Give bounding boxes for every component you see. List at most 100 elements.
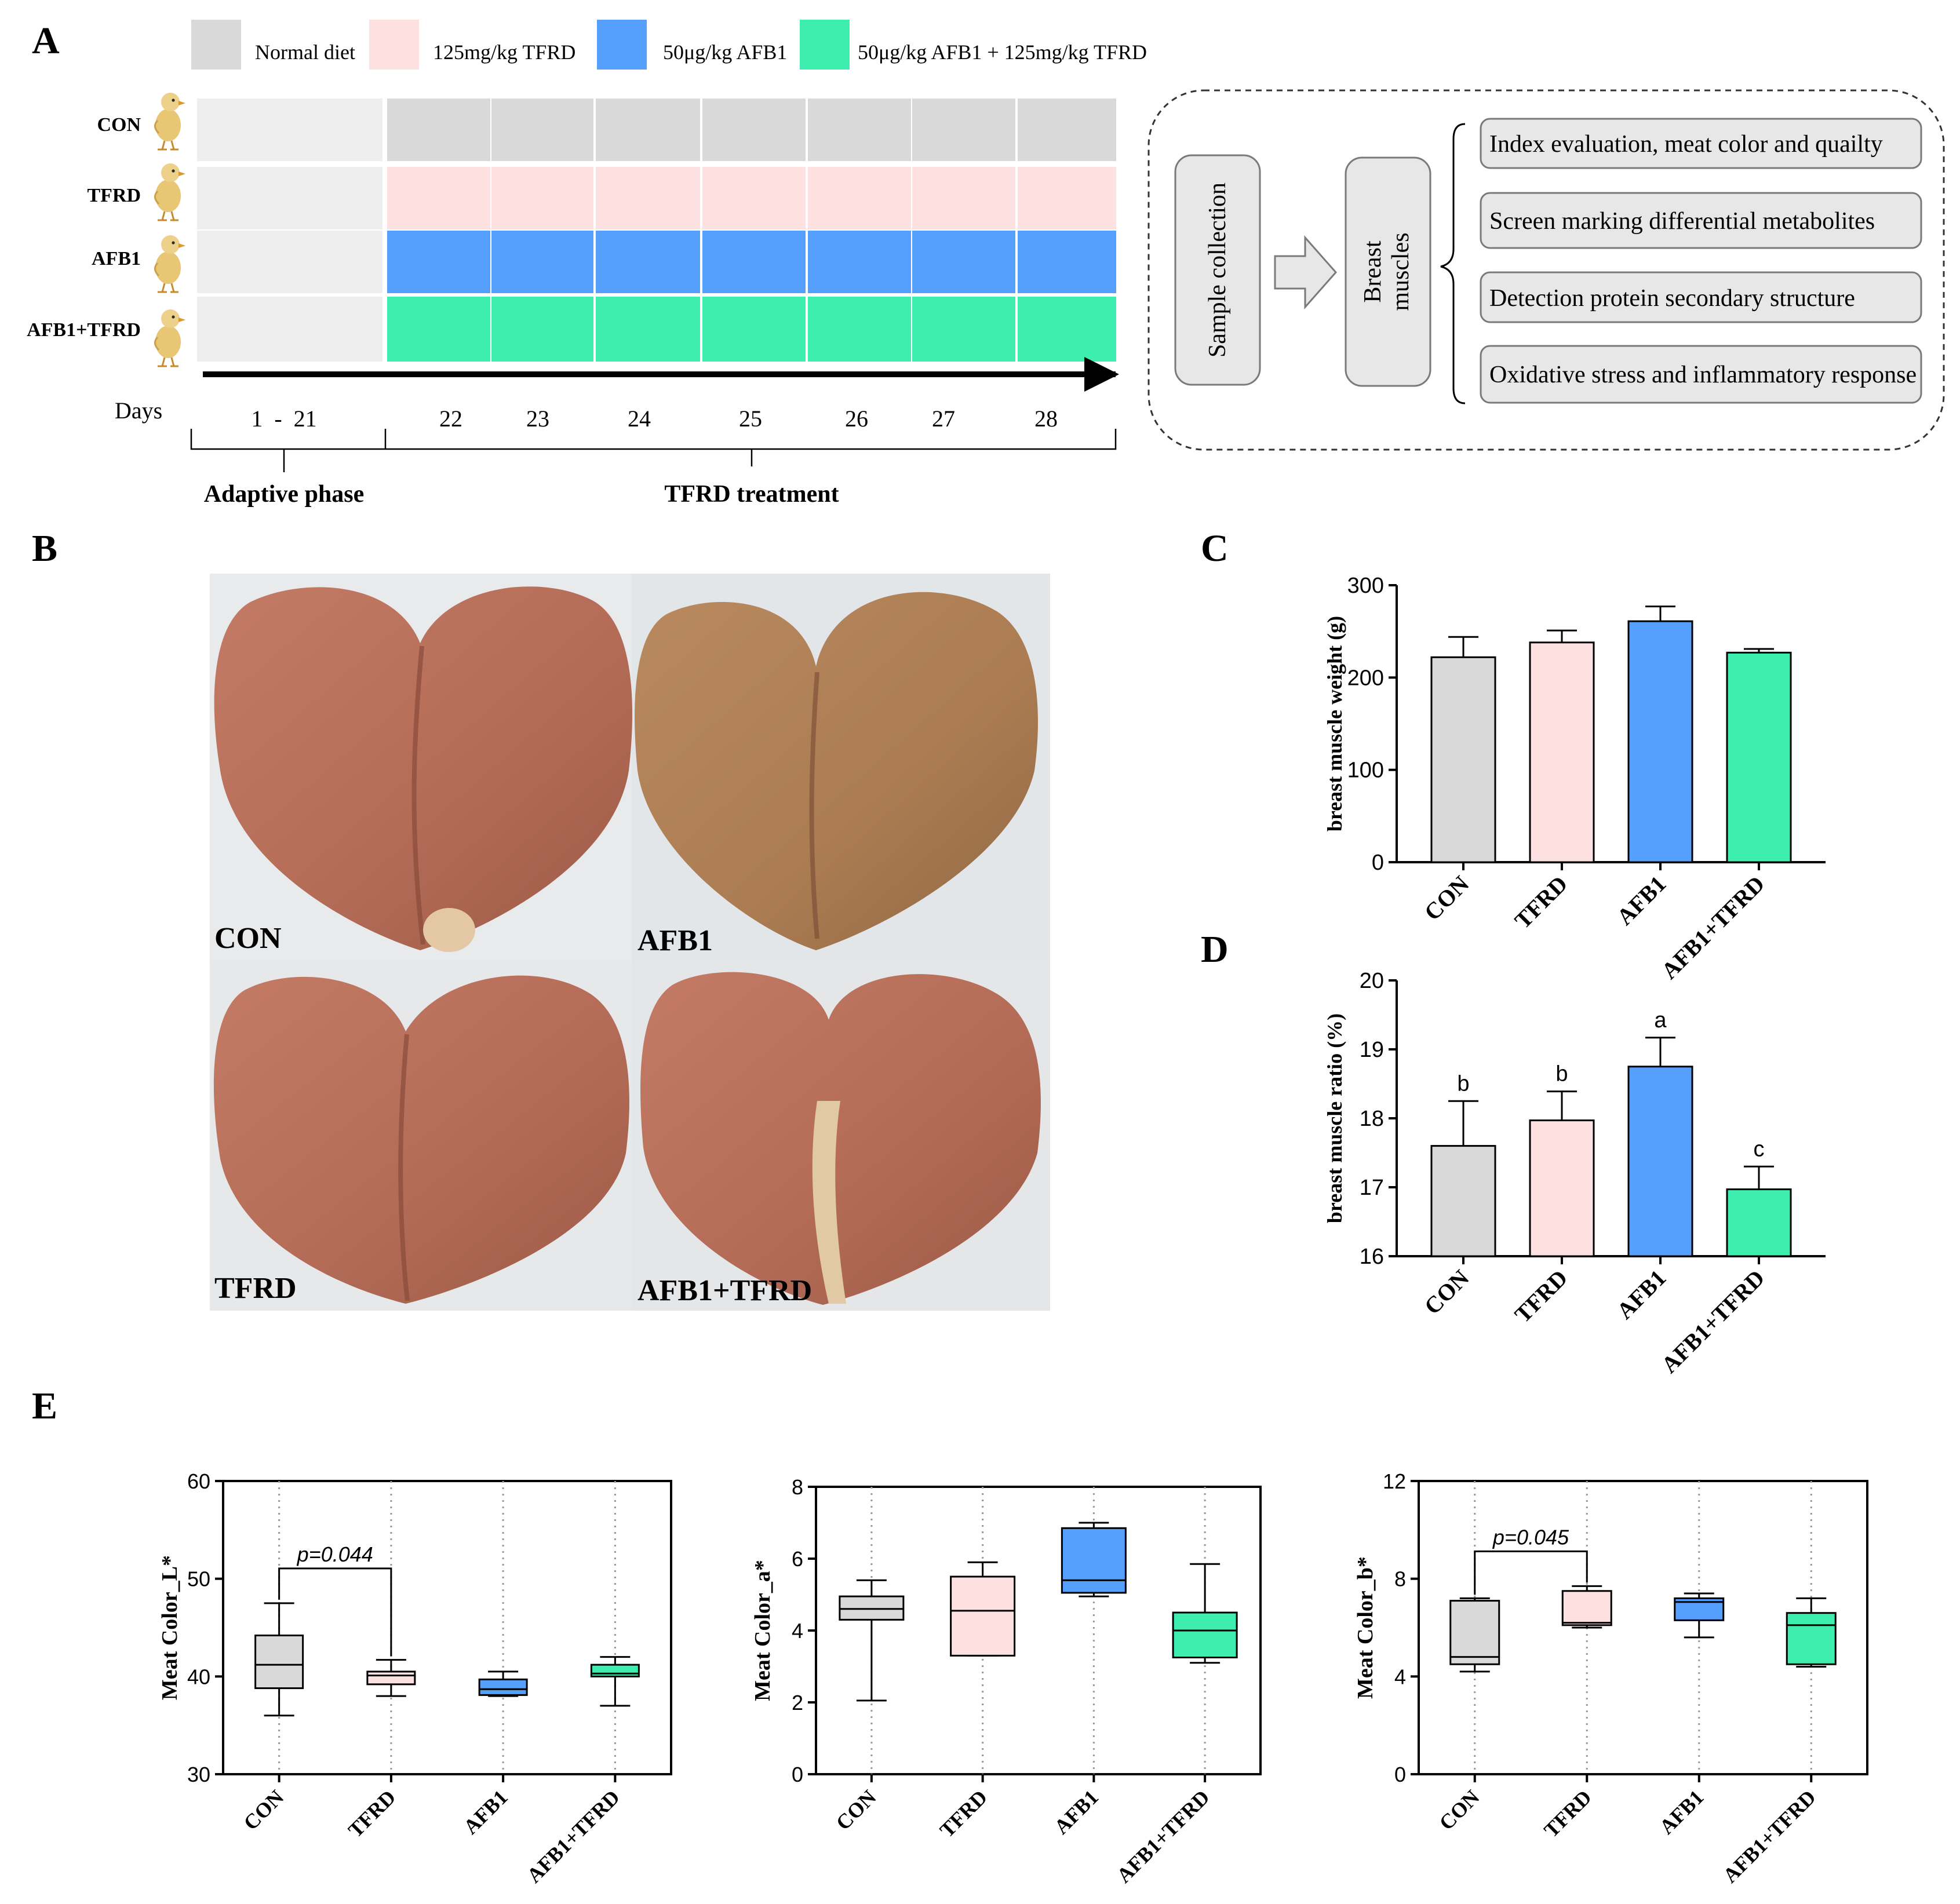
x-tick-label: AFB1 [1050, 1785, 1103, 1839]
timeline-cell [702, 297, 806, 362]
group-label-tfrd: TFRD [87, 185, 141, 206]
chick-icon [154, 234, 187, 293]
panel-label-a: A [32, 20, 60, 62]
box [1449, 1600, 1500, 1665]
timeline-cell [387, 99, 490, 161]
x-tick-label: CON [1435, 1785, 1484, 1834]
x-tick-label: AFB1 [459, 1785, 512, 1839]
day-label-23: 23 [526, 406, 549, 432]
breast-muscles-label-2: muscles [1387, 232, 1414, 311]
chart-meat-color-a: 0 2 4 6 8 CON TFRD AFB1 AFB1+TFRD Meat Color_a* [751, 1475, 1262, 1887]
breast-muscle-combo [640, 972, 1041, 1305]
bar [1529, 641, 1595, 863]
y-tick-label: 19 [1360, 1038, 1384, 1062]
legend-label-normal: Normal diet [255, 41, 355, 64]
timeline-cell [596, 297, 700, 362]
timeline-cell [387, 167, 490, 229]
group-label-combo: AFB1+TFRD [27, 319, 141, 341]
timeline-grid [197, 99, 1116, 362]
analysis-item-box [1480, 345, 1922, 404]
legend-label-combo: 50μg/kg AFB1 + 125mg/kg TFRD [858, 41, 1147, 64]
y-tick-label: 0 [1394, 1763, 1406, 1786]
x-tick-label: CON [1419, 1264, 1474, 1319]
x-tick-label: AFB1 [1612, 1265, 1671, 1325]
legend-swatch-tfrd [369, 20, 419, 70]
y-tick-label: 0 [1372, 851, 1384, 875]
analysis-item-box [1480, 118, 1922, 169]
y-axis-title: breast muscle ratio (%) [1323, 1013, 1346, 1223]
legend-swatch-normal [191, 20, 241, 70]
x-tick-label: TFRD [1510, 871, 1573, 934]
significance-bracket [278, 1567, 392, 1657]
timeline-cell [808, 167, 911, 229]
days-label: Days [115, 397, 162, 424]
phase-label-treatment: TFRD treatment [664, 481, 839, 508]
day-label-25: 25 [739, 406, 762, 432]
timeline-cell [491, 99, 593, 161]
legend-label-afb1: 50μg/kg AFB1 [663, 41, 787, 64]
box [1786, 1612, 1837, 1665]
fat-tissue [812, 1101, 846, 1304]
y-tick-label: 40 [187, 1665, 210, 1688]
bar [1627, 620, 1693, 863]
analysis-item-1: Index evaluation, meat color and quailty [1489, 131, 1883, 158]
significance-letter: c [1754, 1137, 1765, 1161]
box [590, 1664, 640, 1677]
phase-bracket [190, 429, 1117, 472]
chart-breast-muscle-ratio: 16 17 18 19 20 CON b TFRD b AFB1 a AFB1+TFRD c breast… [1323, 969, 1826, 1378]
y-tick-label: 30 [187, 1763, 210, 1786]
group-label-con: CON [97, 114, 141, 136]
timeline-cell [197, 99, 382, 161]
analysis-item-2: Screen marking differential metabolites [1489, 208, 1875, 235]
timeline-cell [808, 99, 911, 161]
p-value-label: p=0.045 [1492, 1525, 1569, 1549]
bar [1726, 1188, 1792, 1257]
day-label-1-21: 1 - 21 [251, 406, 316, 432]
y-axis-title: Meat Color_a* [751, 1560, 775, 1701]
timeline-cell [387, 231, 490, 293]
panel-a: Normal diet 125mg/kg TFRD 50μg/kg AFB1 5… [27, 20, 1945, 508]
x-tick-label: AFB1 [1655, 1785, 1708, 1839]
sample-collection-box [1174, 154, 1261, 386]
timeline-cell [808, 297, 911, 362]
panel-label-b: B [32, 527, 57, 570]
y-tick-label: 8 [1394, 1567, 1406, 1591]
y-tick-label: 6 [792, 1547, 803, 1571]
timeline-cell [912, 231, 1015, 293]
y-tick-label: 300 [1347, 574, 1384, 598]
photo-label-con: CON [214, 922, 282, 955]
panel-label-e: E [32, 1385, 57, 1427]
sample-collection-label: Sample collection [1204, 183, 1231, 358]
plot-frame [222, 1480, 672, 1775]
y-tick-label: 16 [1360, 1245, 1384, 1269]
timeline-cell [1018, 99, 1116, 161]
x-tick-label: CON [1419, 870, 1474, 925]
breast-seam [411, 645, 425, 945]
timeline-cell [596, 231, 700, 293]
significance-letter: a [1654, 1008, 1667, 1033]
y-tick-label: 2 [792, 1691, 803, 1715]
bar [1726, 651, 1792, 863]
breast-muscles-label-1: Breast [1360, 240, 1386, 303]
day-label-22: 22 [439, 406, 462, 432]
x-tick-label: TFRD [344, 1785, 400, 1842]
breast-muscles-box [1345, 156, 1431, 387]
bar [1430, 656, 1496, 863]
y-tick-label: 100 [1347, 758, 1384, 783]
y-tick-label: 60 [187, 1469, 210, 1493]
day-label-26: 26 [845, 406, 868, 432]
legend-label-tfrd: 125mg/kg TFRD [433, 41, 575, 64]
box [950, 1575, 1016, 1657]
timeline-cell [197, 231, 382, 293]
timeline-cell [1018, 297, 1116, 362]
significance-letter: b [1457, 1071, 1469, 1096]
phase-label-adaptive: Adaptive phase [204, 481, 365, 508]
x-tick-label: AFB1+TFRD [1112, 1785, 1214, 1887]
timeline-cell [491, 167, 593, 229]
timeline-cell [808, 231, 911, 293]
box [366, 1670, 416, 1686]
bar [1529, 1119, 1595, 1257]
timeline-cell [702, 99, 806, 161]
y-tick-label: 8 [792, 1475, 803, 1499]
analysis-item-3: Detection protein secondary structure [1489, 285, 1855, 312]
